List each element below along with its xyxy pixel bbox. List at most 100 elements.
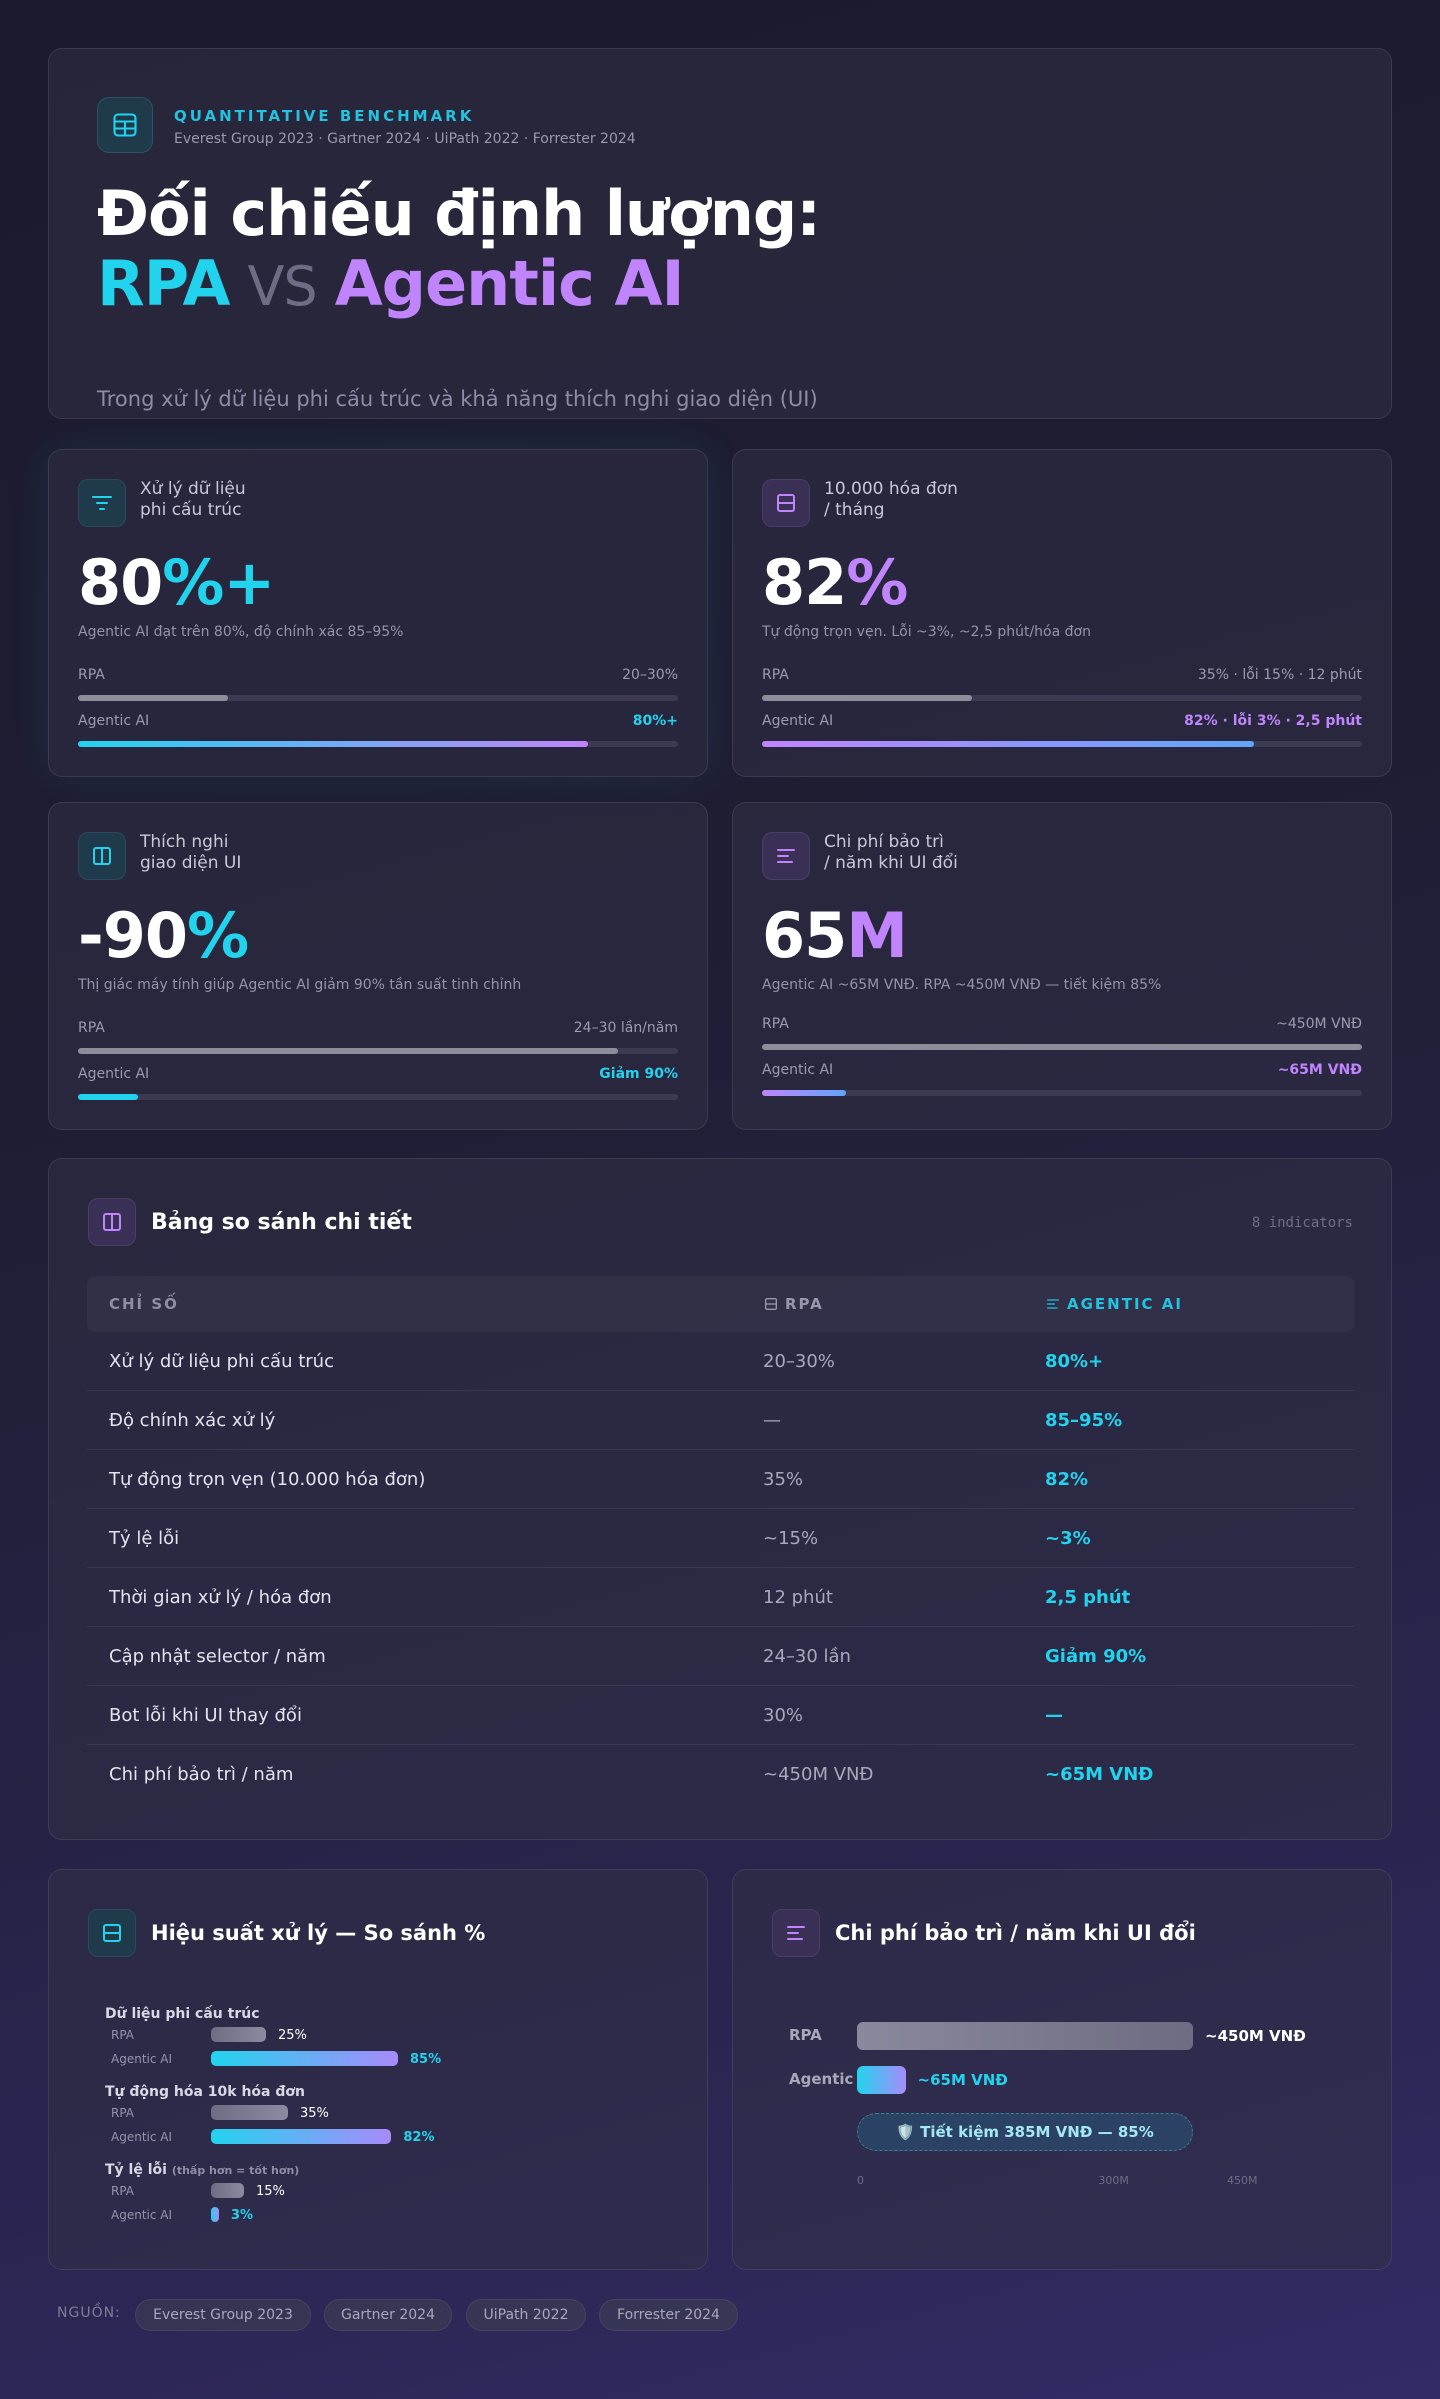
- ai-progress-bar: [762, 1090, 846, 1096]
- group-note: (thấp hơn = tốt hơn): [171, 2164, 300, 2177]
- columns-icon: [78, 832, 126, 880]
- menu-lines-icon: [1047, 1299, 1059, 1309]
- kpi-label: 10.000 hóa đơn / tháng: [824, 479, 958, 520]
- title-ai: Agentic AI: [334, 247, 685, 320]
- bar-value: 15%: [256, 2184, 285, 2199]
- source-chip: Gartner 2024: [324, 2299, 452, 2331]
- table-row: Bot lỗi khi UI thay đổi 30% —: [87, 1686, 1354, 1745]
- kpi-card-unstructured: Xử lý dữ liệu phi cấu trúc 80%+ Agentic A…: [48, 449, 708, 777]
- sources-label: NGUỒN:: [57, 2305, 121, 2321]
- kpi-card-invoices: 10.000 hóa đơn / tháng 82% Tự động trọn v…: [732, 449, 1392, 777]
- bar: [211, 2129, 392, 2144]
- bar-value: 85%: [410, 2052, 442, 2067]
- layout-rows-icon: [765, 1298, 777, 1310]
- table-row: Tỷ lệ lỗi ~15% ~3%: [87, 1509, 1354, 1568]
- cost-bar-label: Agentic: [789, 2070, 854, 2088]
- series-label: Agentic AI: [111, 2052, 173, 2066]
- layout-rows-icon: [88, 1909, 136, 1957]
- title-vs: VS: [247, 255, 317, 318]
- comparison-table: CHỈ SỐ RPA AGENTIC AI Xử lý dữ liệu phi …: [87, 1276, 1354, 1804]
- kpi-value: 65M: [762, 899, 908, 972]
- kpi-label: Xử lý dữ liệu phi cấu trúc: [140, 479, 246, 520]
- kpi-value: -90%: [78, 899, 249, 972]
- cost-bar: [857, 2066, 906, 2094]
- chart-title: Chi phí bảo trì / năm khi UI đổi: [835, 1921, 1196, 1945]
- kpi-note: Agentic AI ~65M VNĐ. RPA ~450M VNĐ — tiế…: [762, 977, 1162, 993]
- kpi-card-ui-adapt: Thích nghi giao diện UI -90% Thị giác máy…: [48, 802, 708, 1130]
- kpi-value: 82%: [762, 546, 908, 619]
- kpi-value: 80%+: [78, 546, 275, 619]
- performance-chart-card: Hiệu suất xử lý — So sánh % Dữ liệu phi …: [48, 1869, 708, 2270]
- rpa-progress-bar: [78, 1048, 618, 1054]
- kpi-note: Thị giác máy tính giúp Agentic AI giảm 9…: [78, 977, 522, 993]
- header-rpa: RPA: [763, 1295, 824, 1313]
- series-label: Agentic AI: [111, 2130, 173, 2144]
- table-row: Cập nhật selector / năm 24–30 lần Giảm 90%: [87, 1627, 1354, 1686]
- header-ai: AGENTIC AI: [1045, 1295, 1183, 1313]
- hero-card: QUANTITATIVE BENCHMARK Everest Group 202…: [48, 48, 1392, 419]
- saving-badge: 🛡️ Tiết kiệm 385M VNĐ — 85%: [857, 2113, 1193, 2151]
- ai-progress-bar: [78, 1094, 138, 1100]
- table-title: Bảng so sánh chi tiết: [151, 1210, 412, 1235]
- series-label: Agentic AI: [111, 2208, 173, 2222]
- bar-value: 3%: [231, 2208, 254, 2223]
- rpa-progress-bar: [762, 695, 972, 701]
- kpi-label: Thích nghi giao diện UI: [140, 832, 242, 873]
- rpa-progress-bar: [78, 695, 228, 701]
- source-chip: Everest Group 2023: [135, 2299, 311, 2331]
- table-row: Thời gian xử lý / hóa đơn 12 phút 2,5 phút: [87, 1568, 1354, 1627]
- indicator-count: 8 indicators: [1251, 1215, 1353, 1231]
- series-label: RPA: [111, 2184, 135, 2198]
- axis-tick: 450M: [1227, 2174, 1258, 2187]
- columns-icon: [88, 1198, 136, 1246]
- page-title: Đối chiếu định lượng:: [97, 177, 821, 250]
- page-title-compare: RPA VS Agentic AI: [97, 247, 685, 320]
- group-title: Dữ liệu phi cấu trúc: [105, 2006, 260, 2022]
- kpi-card-maintenance: Chi phí bảo trì / năm khi UI đổi 65M Agen…: [732, 802, 1392, 1130]
- layout-rows-icon: [762, 479, 810, 527]
- axis-tick: 300M: [1098, 2174, 1129, 2187]
- chart-title: Hiệu suất xử lý — So sánh %: [151, 1921, 486, 1945]
- bar: [211, 2183, 244, 2198]
- filter-icon: [78, 479, 126, 527]
- kpi-note: Tự động trọn vẹn. Lỗi ~3%, ~2,5 phút/hóa…: [762, 624, 1091, 640]
- eyebrow: QUANTITATIVE BENCHMARK: [174, 107, 475, 125]
- bar: [211, 2051, 398, 2066]
- bar-value: 82%: [403, 2130, 435, 2145]
- rpa-progress-bar: [762, 1044, 1362, 1050]
- series-label: RPA: [111, 2106, 135, 2120]
- bar-value: 25%: [278, 2028, 307, 2043]
- bar: [211, 2027, 266, 2042]
- cost-bar: [857, 2022, 1193, 2050]
- source-chip: Forrester 2024: [599, 2299, 738, 2331]
- source-chip: UiPath 2022: [466, 2299, 586, 2331]
- cost-bar-value: ~450M VNĐ: [1205, 2027, 1306, 2045]
- cost-bar-label: RPA: [789, 2026, 822, 2044]
- table-row: Chi phí bảo trì / năm ~450M VNĐ ~65M VNĐ: [109, 1764, 1154, 1785]
- kpi-label: Chi phí bảo trì / năm khi UI đổi: [824, 832, 958, 873]
- series-label: RPA: [111, 2028, 135, 2042]
- menu-lines-icon: [762, 832, 810, 880]
- ai-progress-bar: [78, 741, 588, 747]
- bar: [211, 2105, 288, 2120]
- axis-tick: 0: [857, 2174, 864, 2187]
- table-row: Tự động trọn vẹn (10.000 hóa đơn) 35% 82%: [87, 1450, 1354, 1509]
- group-title: Tự động hóa 10k hóa đơn: [105, 2084, 305, 2100]
- comparison-table-card: Bảng so sánh chi tiết 8 indicators CHỈ S…: [48, 1158, 1392, 1840]
- group-title: Tỷ lệ lỗi (thấp hơn = tốt hơn): [105, 2162, 300, 2178]
- menu-lines-icon: [772, 1909, 820, 1957]
- ai-progress-bar: [762, 741, 1254, 747]
- table-icon: [97, 97, 153, 153]
- table-row: Xử lý dữ liệu phi cấu trúc 20–30% 80%+: [87, 1332, 1354, 1391]
- cost-chart-card: Chi phí bảo trì / năm khi UI đổi 🛡️ Tiết…: [732, 1869, 1392, 2270]
- sources-line: Everest Group 2023 · Gartner 2024 · UiPa…: [174, 131, 636, 147]
- page-subtitle: Trong xử lý dữ liệu phi cấu trúc và khả …: [97, 387, 818, 411]
- table-header: CHỈ SỐ RPA AGENTIC AI: [87, 1276, 1354, 1332]
- title-rpa: RPA: [97, 247, 230, 320]
- header-indicator: CHỈ SỐ: [109, 1295, 179, 1313]
- table-row: Độ chính xác xử lý —85–95%: [87, 1391, 1354, 1450]
- cost-bar-value: ~65M VNĐ: [917, 2071, 1008, 2089]
- bar-value: 35%: [300, 2106, 329, 2121]
- bar: [211, 2207, 219, 2222]
- kpi-note: Agentic AI đạt trên 80%, độ chính xác 85…: [78, 624, 404, 640]
